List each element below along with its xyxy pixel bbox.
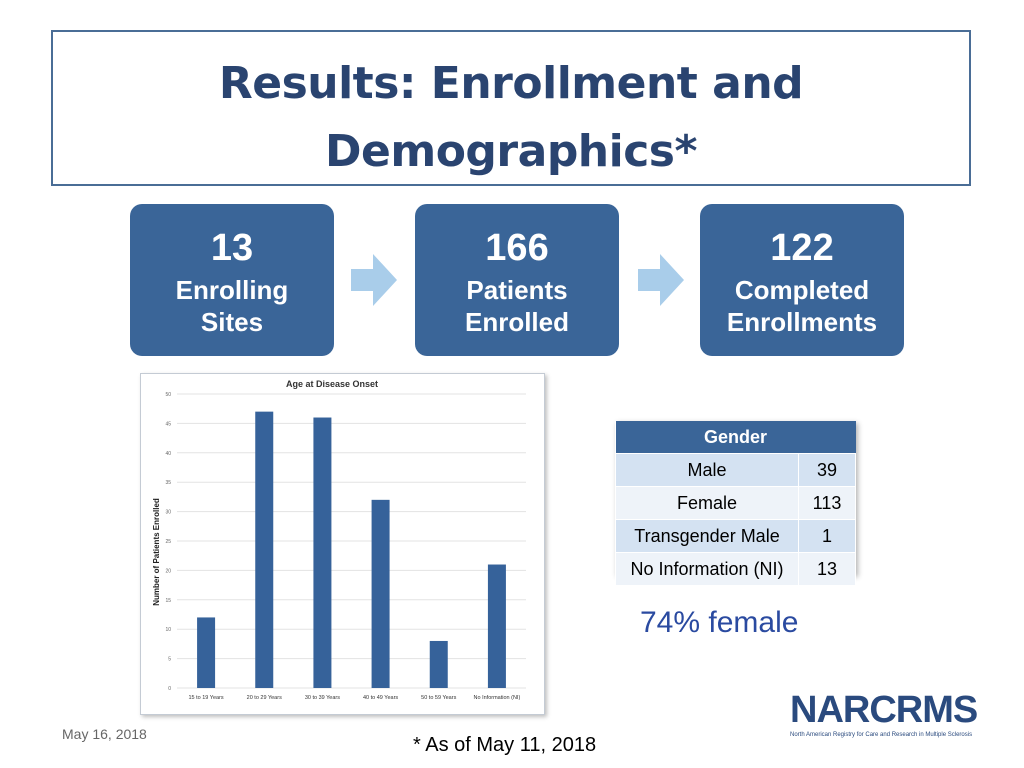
gender-label: Male	[615, 453, 799, 487]
bar	[429, 640, 448, 688]
title-box: Results: Enrollment and Demographics*	[51, 30, 971, 186]
stat-card-completed: 122 Completed Enrollments	[700, 204, 904, 356]
y-tick-label: 15	[165, 598, 171, 604]
stat-number: 122	[770, 227, 834, 269]
bar	[197, 617, 216, 688]
female-percentage: 74% female	[640, 606, 799, 639]
stat-card-patients: 166 Patients Enrolled	[415, 204, 619, 356]
table-row: No Information (NI) 13	[615, 552, 856, 586]
stat-label-line: Enrolling	[175, 275, 289, 305]
gender-label: No Information (NI)	[615, 552, 799, 586]
y-tick-label: 25	[165, 539, 171, 545]
footnote: * As of May 11, 2018	[413, 734, 597, 756]
y-tick-label: 30	[165, 510, 171, 516]
bar	[371, 499, 390, 688]
table-row: Male 39	[615, 453, 856, 487]
chart-title: Age at Disease Onset	[286, 379, 378, 389]
y-tick-label: 5	[168, 657, 171, 663]
stat-label-line: Enrollments	[726, 307, 878, 337]
gender-label: Female	[615, 486, 799, 520]
slide-title: Results: Enrollment and Demographics*	[53, 50, 969, 186]
arrow-right-icon	[638, 254, 684, 306]
y-tick-label: 35	[165, 480, 171, 486]
stat-label-line: Sites	[200, 307, 264, 337]
y-tick-label: 40	[165, 451, 171, 457]
age-onset-chart: 0 5 10 15 20 25 30 35 40 45 50 15 to 19 Years 20 to …	[140, 373, 545, 715]
y-tick-label: 20	[165, 568, 171, 574]
x-tick-label: No Information (NI)	[474, 695, 521, 701]
bar-chart: 0 5 10 15 20 25 30 35 40 45 50 15 to 19 Years 20 to …	[152, 379, 526, 701]
bar	[313, 417, 332, 688]
slide-date: May 16, 2018	[62, 726, 147, 742]
stat-label-line: Completed	[734, 275, 870, 305]
stat-number: 166	[485, 227, 549, 269]
stat-number: 13	[210, 227, 254, 269]
x-tick-label: 20 to 29 Years	[247, 695, 282, 701]
x-tick-label: 15 to 19 Years	[188, 695, 223, 701]
table-row: Transgender Male 1	[615, 519, 856, 553]
x-tick-label: 50 to 59 Years	[421, 695, 456, 701]
logo-wordmark: NARCRMS	[790, 689, 978, 731]
title-line-1: Results: Enrollment and	[218, 58, 804, 109]
title-line-2: Demographics*	[324, 126, 698, 177]
gender-count: 13	[798, 552, 856, 586]
gender-table-header: Gender	[615, 421, 856, 454]
y-tick-label: 45	[165, 421, 171, 427]
logo-tagline: North American Registry for Care and Res…	[790, 732, 973, 738]
gender-count: 1	[798, 519, 856, 553]
stat-label: Enrolling Sites	[130, 274, 334, 338]
gender-table: Gender Male 39 Female 113 Transgender Ma…	[615, 421, 856, 586]
gender-count: 39	[798, 453, 856, 487]
gender-count: 113	[798, 486, 856, 520]
x-tick-label: 30 to 39 Years	[305, 695, 340, 701]
y-axis-label: Number of Patients Enrolled	[152, 498, 161, 606]
y-tick-label: 50	[165, 392, 171, 398]
narcrms-logo: NARCRMS North American Registry for Care…	[790, 689, 978, 746]
y-tick-label: 10	[165, 627, 171, 633]
y-tick-label: 0	[168, 686, 171, 692]
gender-label: Transgender Male	[615, 519, 799, 553]
stat-label: Completed Enrollments	[700, 274, 904, 338]
stat-card-sites: 13 Enrolling Sites	[130, 204, 334, 356]
x-tick-label: 40 to 49 Years	[363, 695, 398, 701]
stat-label-line: Enrolled	[464, 307, 569, 337]
bar	[487, 564, 506, 688]
bar	[255, 411, 274, 688]
table-row: Female 113	[615, 486, 856, 520]
stat-label: Patients Enrolled	[415, 274, 619, 338]
stat-label-line: Patients	[466, 275, 568, 305]
arrow-right-icon	[351, 254, 397, 306]
